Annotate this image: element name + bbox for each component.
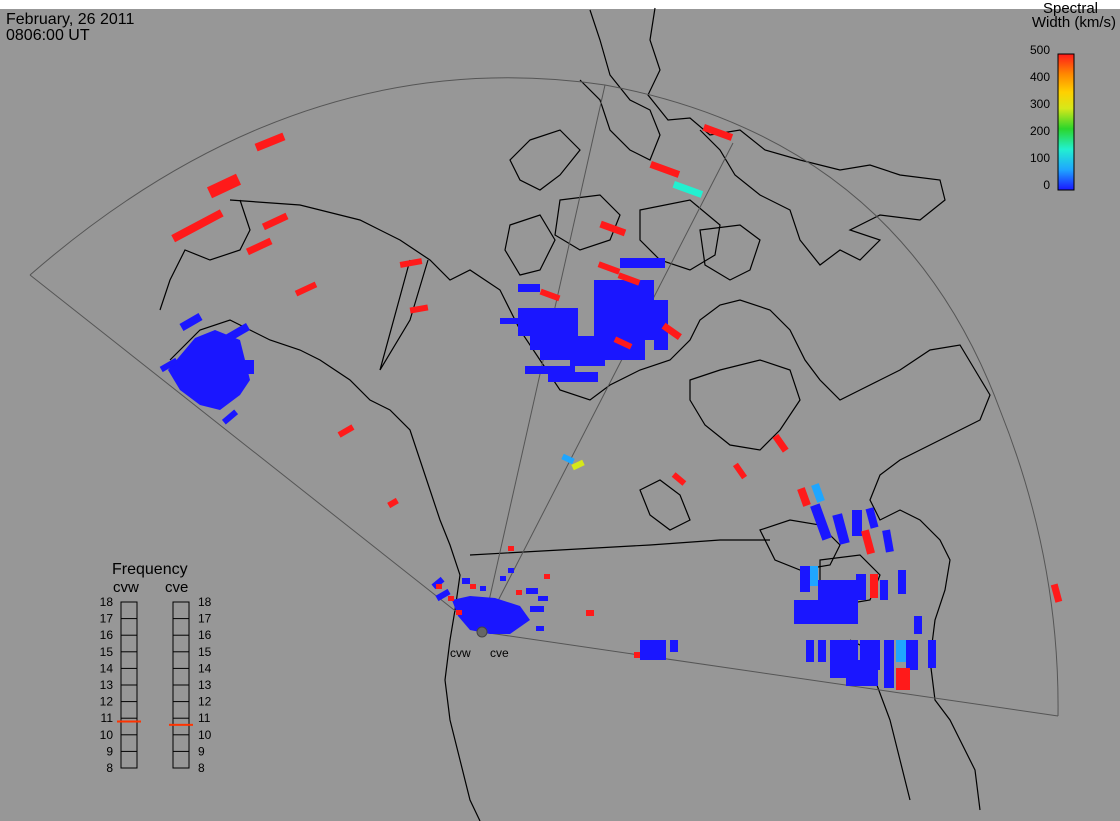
date-label: February, 26 2011 <box>6 11 134 28</box>
frequency-scale-label: 11 <box>198 711 211 725</box>
echo-cell <box>613 336 633 350</box>
echo-cell <box>561 453 575 465</box>
echo-cell <box>702 124 734 141</box>
frequency-scale-label: 16 <box>198 628 212 642</box>
colorbar-ticks: 500 400 300 200 100 0 <box>1030 43 1050 192</box>
radar-site-cluster <box>431 546 550 634</box>
frequency-bar-cve <box>172 601 190 769</box>
central-cluster <box>500 258 668 382</box>
frequency-scale-label: 9 <box>106 744 113 758</box>
echo-cell <box>597 261 621 275</box>
frequency-scale-label: 8 <box>198 761 205 775</box>
echo-cell <box>599 220 627 237</box>
echo-cell <box>261 212 289 231</box>
fov-outline <box>29 77 1059 717</box>
frequency-scale-label: 17 <box>100 612 114 626</box>
frequency-scale-label: 15 <box>198 645 212 659</box>
echo-cell <box>254 132 286 152</box>
frequency-scale-label: 15 <box>100 645 114 659</box>
colorbar-tick: 0 <box>1043 178 1050 192</box>
radar-data-cells <box>159 124 1063 690</box>
alaska-cluster <box>159 313 254 425</box>
frequency-scale-label: 11 <box>101 711 114 725</box>
frequency-scale-label: 13 <box>198 678 212 692</box>
frequency-scale-label: 18 <box>198 595 212 609</box>
echo-cell <box>671 472 687 486</box>
frequency-title: Frequency <box>112 561 188 578</box>
frequency-scale-label: 8 <box>106 761 113 775</box>
colorbar-tick: 100 <box>1030 151 1050 165</box>
radar-label-cvw: cvw <box>450 646 471 660</box>
frequency-scale-label: 13 <box>100 678 114 692</box>
frequency-scale-label: 17 <box>198 612 212 626</box>
frequency-scale-label: 10 <box>198 728 212 742</box>
echo-cell <box>586 610 594 616</box>
frequency-scale-left: 18 17 16 15 14 13 12 11 10 9 8 <box>100 595 114 775</box>
echo-cell <box>387 497 399 509</box>
echo-cell <box>171 209 224 243</box>
frequency-scale-label: 14 <box>100 661 114 675</box>
southern-cluster <box>640 640 678 660</box>
frequency-panel: Frequency cvw cve 18 17 16 15 14 13 12 11 10 9 8 1… <box>100 561 212 775</box>
eastern-cluster <box>794 483 936 690</box>
echo-cell <box>539 288 561 302</box>
echo-cell <box>571 459 585 471</box>
frequency-scale-label: 14 <box>198 661 212 675</box>
echo-cell <box>206 173 242 199</box>
echo-cell <box>772 433 789 453</box>
coastlines <box>159 7 991 821</box>
echo-cell <box>661 322 682 341</box>
radar-label-cve: cve <box>490 646 509 660</box>
echo-cell <box>294 281 318 297</box>
echo-cell <box>649 161 681 178</box>
colorbar-tick: 200 <box>1030 124 1050 138</box>
frequency-scale-label: 12 <box>198 695 212 709</box>
frequency-scale-label: 18 <box>100 595 114 609</box>
colorbar-gradient <box>1057 53 1075 191</box>
echo-cell <box>245 237 273 256</box>
colorbar-tick: 400 <box>1030 70 1050 84</box>
frequency-scale-label: 16 <box>100 628 114 642</box>
frequency-col-cve: cve <box>165 579 188 596</box>
frequency-scale-label: 9 <box>198 744 205 758</box>
echo-cell <box>337 424 355 438</box>
echo-cell <box>617 272 641 286</box>
colorbar-title-line2: Width (km/s) <box>1032 14 1116 31</box>
colorbar-tick: 300 <box>1030 97 1050 111</box>
frequency-marker-cvw <box>117 720 141 723</box>
echo-cell <box>634 652 640 658</box>
frequency-scale-label: 10 <box>100 728 114 742</box>
frequency-marker-cve <box>169 723 193 726</box>
echo-cell <box>672 181 704 198</box>
frequency-scale-label: 12 <box>100 695 114 709</box>
radar-site-marker <box>476 626 488 638</box>
colorbar-tick: 500 <box>1030 43 1050 57</box>
echo-cell <box>409 304 429 314</box>
frequency-scale-right: 18 17 16 15 14 13 12 11 10 9 8 <box>198 595 212 775</box>
echo-cell <box>399 258 423 268</box>
echo-cell <box>1050 583 1063 603</box>
echo-cell <box>732 462 748 480</box>
frequency-col-cvw: cvw <box>113 579 139 596</box>
time-label: 0806:00 UT <box>6 27 90 44</box>
colorbar-title-line1: Spectral <box>1043 0 1098 17</box>
colorbar: Spectral Width (km/s) 500 400 300 200 10… <box>1030 0 1116 192</box>
frequency-bar-cvw <box>120 601 138 769</box>
